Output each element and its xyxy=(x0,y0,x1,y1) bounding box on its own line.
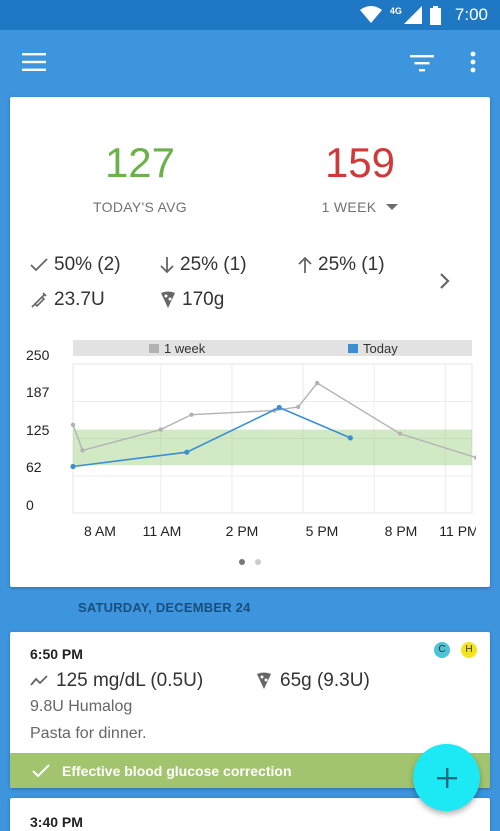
check-icon xyxy=(32,763,50,777)
chart-x-tick-label: 5 PM xyxy=(306,523,339,539)
stat-carbs-value: 170g xyxy=(182,289,225,310)
chart-y-tick-label: 250 xyxy=(26,347,50,363)
summary-card: 127 TODAY'S AVG 159 1 WEEK 50% (2) 25% (… xyxy=(10,97,490,587)
stat-above-range-value: 25% (1) xyxy=(318,254,385,275)
more-vert-icon[interactable] xyxy=(465,50,481,74)
chart-data-point xyxy=(70,463,76,470)
arrow-down-icon xyxy=(160,257,174,273)
chart-data-point xyxy=(314,380,320,386)
syringe-icon xyxy=(31,292,47,308)
date-header: SATURDAY, DECEMBER 24 xyxy=(78,600,251,615)
entry-time: 3:40 PM xyxy=(30,814,83,830)
chart-data-point xyxy=(70,422,76,427)
arrow-up-icon xyxy=(298,257,312,273)
chart-legend-band xyxy=(73,340,472,356)
entry-carbs-value: 65g (9.3U) xyxy=(280,670,370,691)
entry-glucose-value: 125 mg/dL (0.5U) xyxy=(56,670,204,691)
chart-legend-label: 1 week xyxy=(164,341,206,356)
chart-series-line xyxy=(72,406,351,468)
pizza-icon xyxy=(257,672,271,689)
period-average: 159 xyxy=(324,139,396,186)
pizza-icon xyxy=(161,291,175,308)
chart-data-point xyxy=(80,448,85,453)
log-entry-card[interactable]: 6:50 PM C H 125 mg/dL (0.5U) 65g (9.3U) … xyxy=(10,632,490,788)
period-selector-label: 1 WEEK xyxy=(321,199,377,215)
tag-h-badge: H xyxy=(461,642,477,658)
glucose-trend-icon xyxy=(30,675,48,686)
tag-c-badge: C xyxy=(434,642,450,658)
cell-signal-icon xyxy=(403,6,422,24)
filter-icon[interactable] xyxy=(410,54,434,72)
battery-icon xyxy=(429,5,441,25)
hamburger-icon[interactable] xyxy=(22,52,46,72)
chart-x-tick-label: 8 PM xyxy=(385,523,418,539)
chart-data-point xyxy=(276,404,282,411)
stat-in-range-value: 50% (2) xyxy=(54,254,121,275)
chart-y-tick-label: 0 xyxy=(26,497,34,513)
correction-banner: Effective blood glucose correction xyxy=(10,753,490,788)
entry-note: Pasta for dinner. xyxy=(30,725,147,742)
correction-text: Effective blood glucose correction xyxy=(62,762,292,779)
chart-legend-label: Today xyxy=(363,341,398,356)
chart-data-point xyxy=(296,404,301,410)
chart-data-point xyxy=(158,427,163,432)
stat-insulin: 23.7U xyxy=(30,289,105,311)
check-icon xyxy=(30,258,48,272)
wifi-icon xyxy=(359,6,382,23)
pager-dot-1[interactable] xyxy=(239,559,245,565)
stat-in-range: 50% (2) xyxy=(30,254,121,276)
chart-x-tick-label: 11 AM xyxy=(143,523,182,539)
glucose-chart: 1 week Today 250 187 125 62 0 8 AM 11 AM 2 PM 5 PM… xyxy=(26,340,476,539)
clock: 7:00 xyxy=(454,5,488,24)
log-entry-card[interactable]: 3:40 PM xyxy=(10,798,490,831)
period-selector[interactable]: 1 WEEK xyxy=(260,199,460,215)
entry-insulin: 9.8U Humalog xyxy=(30,698,133,715)
dropdown-caret-icon xyxy=(386,204,399,210)
stat-below-range: 25% (1) xyxy=(160,254,247,276)
chart-legend-swatch xyxy=(348,344,358,353)
stat-insulin-value: 23.7U xyxy=(54,289,105,310)
chart-target-range xyxy=(73,429,472,466)
status-bar: 4G 7:00 xyxy=(0,0,500,30)
chart-y-tick-label: 62 xyxy=(26,459,42,475)
chart-y-tick-label: 125 xyxy=(26,422,50,438)
stat-above-range: 25% (1) xyxy=(298,254,385,276)
today-average: 127 xyxy=(104,139,176,186)
add-entry-button[interactable] xyxy=(413,744,480,811)
today-average-label: TODAY'S AVG xyxy=(93,199,187,215)
chart-legend-swatch xyxy=(149,344,159,353)
app-bar xyxy=(0,30,500,95)
chart-data-point xyxy=(397,431,403,436)
entry-carbs: 65g (9.3U) xyxy=(256,670,370,692)
chart-x-tick-label: 2 PM xyxy=(226,523,259,539)
chevron-right-icon[interactable] xyxy=(438,271,452,291)
entry-glucose: 125 mg/dL (0.5U) xyxy=(30,670,203,692)
chart-y-tick-label: 187 xyxy=(26,384,50,400)
entry-time: 6:50 PM xyxy=(30,646,83,662)
network-label: 4G xyxy=(389,6,402,16)
chart-data-point xyxy=(189,412,194,417)
chart-data-point xyxy=(184,449,190,455)
plus-icon xyxy=(436,767,457,788)
pager-dot-2[interactable] xyxy=(255,559,261,565)
chart-pager xyxy=(10,559,490,565)
chart-data-point xyxy=(347,435,353,441)
chart-x-tick-label: 11 PM xyxy=(439,523,476,539)
chart-x-tick-label: 8 AM xyxy=(84,523,116,539)
chart-data-point xyxy=(473,455,476,460)
stat-carbs: 170g xyxy=(160,289,224,311)
stat-below-range-value: 25% (1) xyxy=(180,254,247,275)
